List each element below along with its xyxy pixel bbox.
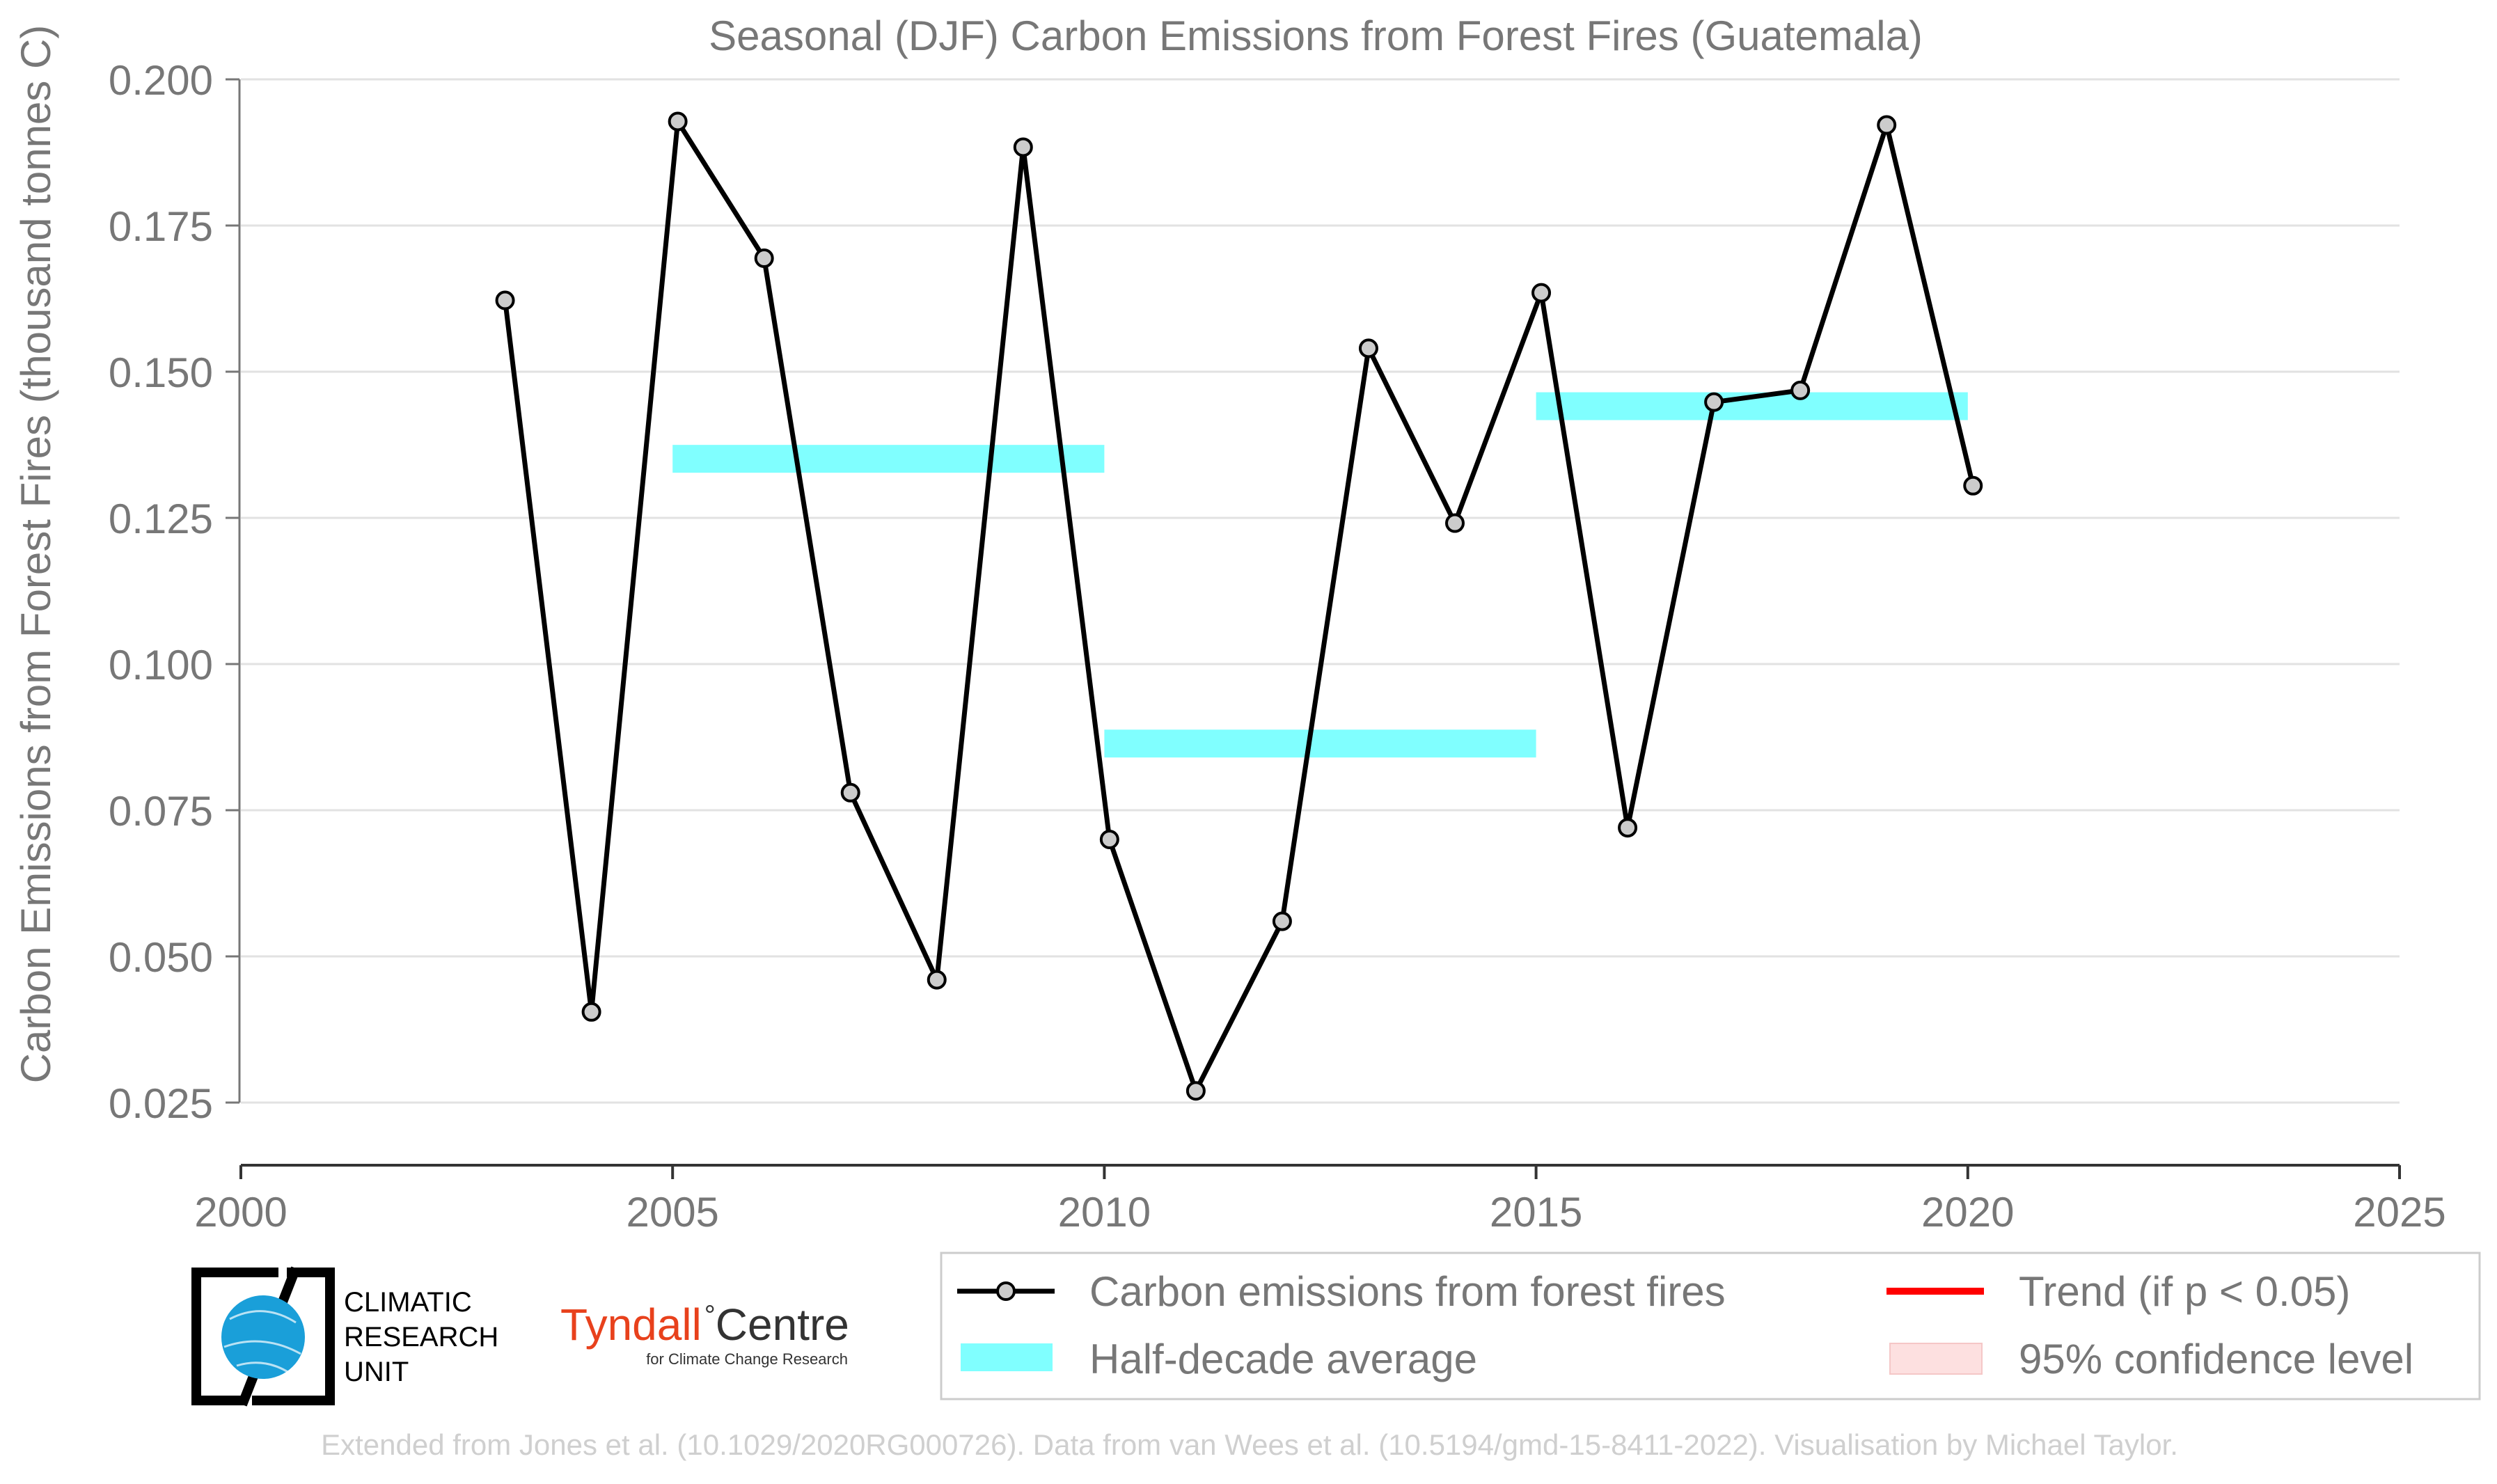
data-point bbox=[1445, 513, 1465, 533]
grid-lines bbox=[241, 78, 2400, 1104]
data-point bbox=[1531, 283, 1552, 303]
y-tick-label: 0.075 bbox=[109, 788, 213, 835]
y-tick-label: 0.025 bbox=[109, 1080, 213, 1127]
cru-logo: CLIMATIC RESEARCH UNIT bbox=[191, 1266, 498, 1407]
x-tick-label: 2000 bbox=[194, 1189, 287, 1236]
globe-icon bbox=[221, 1295, 305, 1379]
y-axis-ticks: 0.025 0.050 0.075 0.100 0.125 0.150 0.175 0.200 bbox=[109, 57, 241, 1127]
legend-label: 95% confidence level bbox=[2019, 1336, 2413, 1382]
svg-text:Tyndall°Centre: Tyndall °Centre bbox=[560, 1300, 849, 1350]
legend-entry-confidence: 95% confidence level bbox=[1889, 1336, 2413, 1382]
x-axis: 2000 2005 2010 2015 2020 2025 bbox=[194, 1164, 2446, 1236]
legend-entry-trend: Trend (if p < 0.05) bbox=[1886, 1268, 2350, 1315]
data-point bbox=[1704, 392, 1724, 412]
y-tick-label: 0.150 bbox=[109, 349, 213, 396]
half-decade-bar bbox=[672, 445, 1105, 473]
y-tick-label: 0.050 bbox=[109, 934, 213, 981]
chart-title: Seasonal (DJF) Carbon Emissions from For… bbox=[709, 13, 1923, 59]
data-point bbox=[668, 111, 688, 132]
legend-box bbox=[940, 1252, 2481, 1400]
x-tick-label: 2010 bbox=[1058, 1189, 1151, 1236]
emissions-series bbox=[495, 111, 1983, 1101]
legend-label: Half-decade average bbox=[1089, 1336, 1477, 1382]
half-decade-bar bbox=[1104, 729, 1536, 758]
data-point bbox=[927, 970, 947, 990]
data-point bbox=[1358, 338, 1378, 358]
legend-label: Carbon emissions from forest fires bbox=[1089, 1268, 1726, 1315]
data-point bbox=[1618, 818, 1638, 838]
y-tick-label: 0.100 bbox=[109, 642, 213, 688]
data-point bbox=[840, 782, 860, 803]
x-tick-label: 2025 bbox=[2353, 1189, 2445, 1236]
cru-logo-line-3: UNIT bbox=[344, 1357, 409, 1387]
y-tick-label: 0.175 bbox=[109, 203, 213, 250]
data-point bbox=[495, 290, 515, 310]
half-decade-average-bars bbox=[672, 392, 1968, 758]
y-axis-label: Carbon Emissions from Forest Fires (thou… bbox=[13, 25, 59, 1084]
credit-line: Extended from Jones et al. (10.1029/2020… bbox=[321, 1428, 2178, 1461]
data-point bbox=[754, 248, 774, 269]
y-tick-label: 0.200 bbox=[109, 57, 213, 104]
data-point bbox=[1099, 830, 1119, 849]
x-tick-label: 2015 bbox=[1490, 1189, 1582, 1236]
tyndall-logo-subtitle: for Climate Change Research bbox=[646, 1350, 848, 1368]
tyndall-logo-name: Tyndall bbox=[560, 1300, 702, 1350]
x-tick-label: 2020 bbox=[1921, 1189, 2014, 1236]
data-point bbox=[1272, 911, 1292, 931]
cru-logo-line-1: CLIMATIC bbox=[344, 1287, 472, 1318]
tyndall-logo-suffix: Centre bbox=[716, 1300, 849, 1350]
legend-entry-half-decade: Half-decade average bbox=[961, 1336, 1477, 1382]
data-point bbox=[581, 1002, 601, 1022]
tyndall-logo: Tyndall °Centre for Climate Change Resear… bbox=[560, 1300, 849, 1368]
emissions-line bbox=[503, 119, 1976, 1094]
legend-entry-emissions: Carbon emissions from forest fires bbox=[957, 1268, 1726, 1315]
data-point bbox=[1186, 1081, 1206, 1101]
data-point bbox=[1963, 475, 1983, 496]
legend: Carbon emissions from forest fires Trend… bbox=[940, 1252, 2481, 1400]
y-tick-label: 0.125 bbox=[109, 496, 213, 542]
x-tick-label: 2005 bbox=[626, 1189, 718, 1236]
data-point bbox=[1013, 137, 1033, 157]
cru-logo-line-2: RESEARCH bbox=[344, 1322, 498, 1352]
data-point bbox=[1877, 115, 1897, 135]
data-point bbox=[1790, 380, 1811, 400]
legend-label: Trend (if p < 0.05) bbox=[2019, 1268, 2350, 1315]
